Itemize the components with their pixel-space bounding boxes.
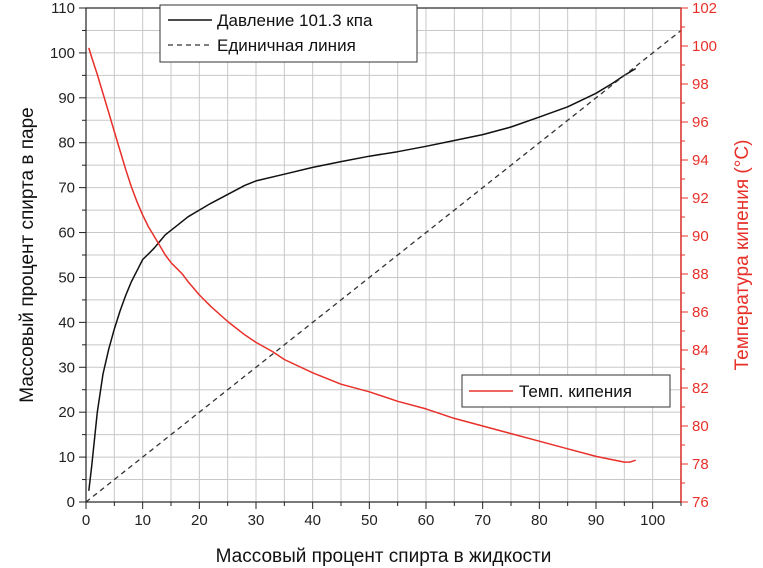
y-axis-left: 0 10 20 30 40 50 60 70 80 90 100 110: [50, 0, 86, 511]
series-boiling-temperature: [88, 47, 636, 463]
y2-tick-label: 82: [692, 380, 709, 397]
y-tick-label: 60: [58, 225, 75, 242]
y2-axis-title: Температура кипения (°C): [732, 140, 753, 371]
y2-tick-label: 92: [692, 190, 709, 207]
y2-tick-label: 90: [692, 228, 709, 245]
y2-tick-label: 76: [692, 494, 709, 511]
y-tick-label: 110: [51, 0, 75, 17]
y-axis-right: 76 78 80 82 84 86 88 90 92 94 96 98 100 102: [680, 0, 717, 511]
y-tick-label: 20: [58, 404, 75, 421]
x-tick-label: 60: [418, 512, 435, 529]
x-tick-label: 30: [248, 512, 265, 529]
y2-tick-label: 94: [692, 152, 709, 169]
x-tick-label: 20: [191, 512, 208, 529]
y-tick-label: 40: [58, 314, 75, 331]
legend-bottom: Темп. кипения: [461, 374, 671, 408]
y-tick-label: 70: [58, 180, 75, 197]
y2-tick-label: 86: [692, 304, 709, 321]
legend-vapor-label: Давление 101.3 кпа: [217, 11, 373, 30]
x-tick-label: 50: [361, 512, 378, 529]
y-tick-label: 50: [58, 269, 75, 286]
y-axis-title: Массовый процент спирта в паре: [17, 107, 38, 402]
y2-tick-label: 88: [692, 266, 709, 283]
y-tick-label: 100: [50, 45, 75, 62]
x-tick-label: 70: [474, 512, 491, 529]
x-tick-label: 90: [588, 512, 605, 529]
series-vapor-composition: [88, 67, 637, 491]
x-axis: 0 10 20 30 40 50 60 70 80 90 100: [82, 502, 682, 529]
y-tick-label: 80: [58, 135, 75, 152]
legend-boiling-label: Темп. кипения: [519, 382, 632, 401]
y2-tick-label: 80: [692, 418, 709, 435]
legend-top: Давление 101.3 кпа Единичная линия: [159, 4, 418, 63]
legend-unit-label: Единичная линия: [217, 36, 356, 55]
y-tick-label: 0: [67, 494, 75, 511]
x-tick-label: 80: [531, 512, 548, 529]
y2-tick-label: 102: [692, 0, 717, 17]
x-tick-label: 10: [134, 512, 151, 529]
y-tick-label: 30: [58, 359, 75, 376]
legend-top-box: [159, 4, 418, 63]
x-tick-label: 0: [82, 512, 90, 529]
x-axis-title: Массовый процент спирта в жидкости: [216, 546, 552, 567]
y2-tick-label: 78: [692, 456, 709, 473]
series-unit-line: [85, 29, 682, 503]
x-tick-label: 40: [304, 512, 321, 529]
y2-tick-label: 98: [692, 76, 709, 93]
y-tick-label: 10: [58, 449, 75, 466]
y-tick-label: 90: [58, 90, 75, 107]
y2-tick-label: 84: [692, 342, 709, 359]
gridlines: [86, 8, 681, 502]
plot-series: [85, 29, 682, 503]
y2-tick-label: 100: [692, 38, 717, 55]
y2-tick-label: 96: [692, 114, 709, 131]
x-tick-label: 100: [640, 512, 665, 529]
